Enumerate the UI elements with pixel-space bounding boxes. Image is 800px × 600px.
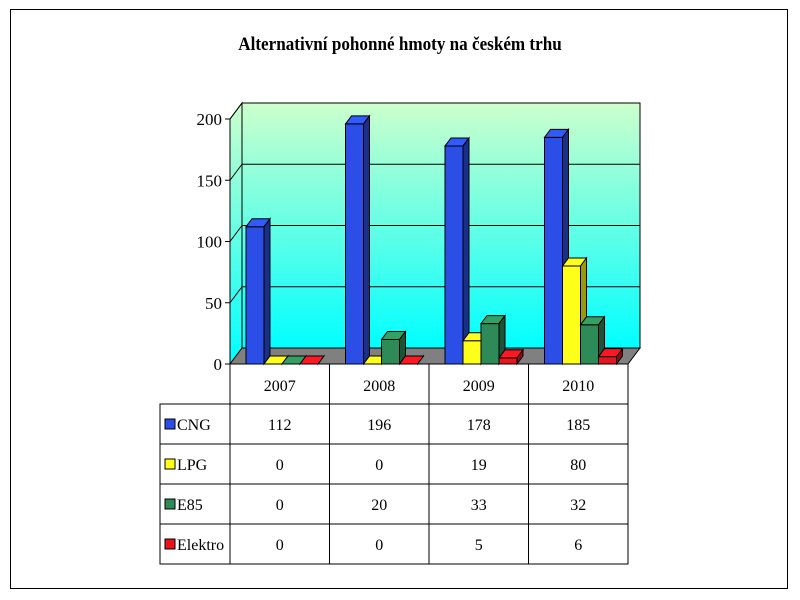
gridline-side	[229, 163, 243, 181]
legend-label-elektro: Elektro	[177, 537, 224, 554]
data-label: 0	[276, 497, 284, 514]
bar-e85-2008	[380, 330, 407, 366]
data-label: 20	[371, 497, 387, 514]
legend-label-cng: CNG	[177, 417, 211, 434]
bar-e85-2010	[579, 315, 606, 366]
category-label-2007: 2007	[264, 378, 296, 395]
bar-side	[516, 348, 524, 366]
category-label-2009: 2009	[463, 378, 495, 395]
y-axis: 0 50 100 150 200	[197, 110, 231, 374]
y-tick-label: 150	[197, 171, 223, 190]
y-tick-label: 0	[214, 355, 223, 374]
bar-side	[462, 136, 470, 366]
bar-elektro-2009	[498, 348, 524, 366]
legend-key-e85	[164, 498, 176, 510]
data-label: 178	[467, 417, 491, 434]
gridline-side	[229, 102, 243, 120]
chart-title: Alternativní pohonné hmoty na českém trh…	[238, 34, 562, 55]
data-table: 2007 2008 2009 2010 CNG 112 196 178 185 LPG 0 0 19 80…	[159, 363, 629, 565]
bar-side	[263, 217, 271, 366]
data-label: 0	[375, 457, 383, 474]
bar-side	[363, 114, 370, 366]
data-label: 80	[570, 457, 586, 474]
data-label: 0	[276, 457, 284, 474]
data-label: 33	[471, 497, 487, 514]
bar-front	[544, 136, 563, 365]
legend-label-e85: E85	[177, 497, 203, 514]
y-tick-label: 200	[197, 110, 223, 129]
bar-front	[580, 324, 599, 365]
data-label: 112	[268, 417, 291, 434]
bar-front	[245, 226, 265, 365]
data-label: 196	[367, 417, 391, 434]
data-label: 32	[570, 497, 586, 514]
bar-front	[345, 123, 364, 365]
category-label-2008: 2008	[363, 378, 395, 395]
bar-front	[444, 145, 464, 365]
legend-key-lpg	[164, 458, 176, 470]
category-label-2010: 2010	[562, 378, 594, 395]
bar-cng-2008	[344, 114, 371, 366]
bar-cng-2009	[444, 136, 470, 366]
bar-front	[480, 323, 500, 365]
data-label: 0	[375, 537, 383, 554]
gridline-side	[229, 286, 243, 304]
legend-label-lpg: LPG	[177, 457, 208, 474]
data-label: 6	[574, 537, 582, 554]
data-label: 19	[471, 457, 487, 474]
bar-front	[462, 340, 482, 365]
data-label: 5	[475, 537, 483, 554]
legend-key-cng	[164, 418, 176, 430]
y-tick-label: 50	[205, 294, 222, 313]
bar-front	[562, 265, 581, 365]
legend-key-elektro	[164, 538, 176, 550]
bar-elektro-2010	[597, 347, 624, 366]
bar-cng-2007	[245, 217, 271, 366]
bar-front	[598, 356, 617, 365]
bars	[245, 114, 624, 366]
bar-front	[381, 339, 400, 365]
bar-side	[616, 347, 623, 366]
gridline-side	[229, 225, 243, 242]
bar-front	[498, 357, 518, 365]
data-label: 0	[276, 537, 284, 554]
y-tick-label: 100	[197, 233, 223, 252]
data-label: 185	[566, 417, 590, 434]
